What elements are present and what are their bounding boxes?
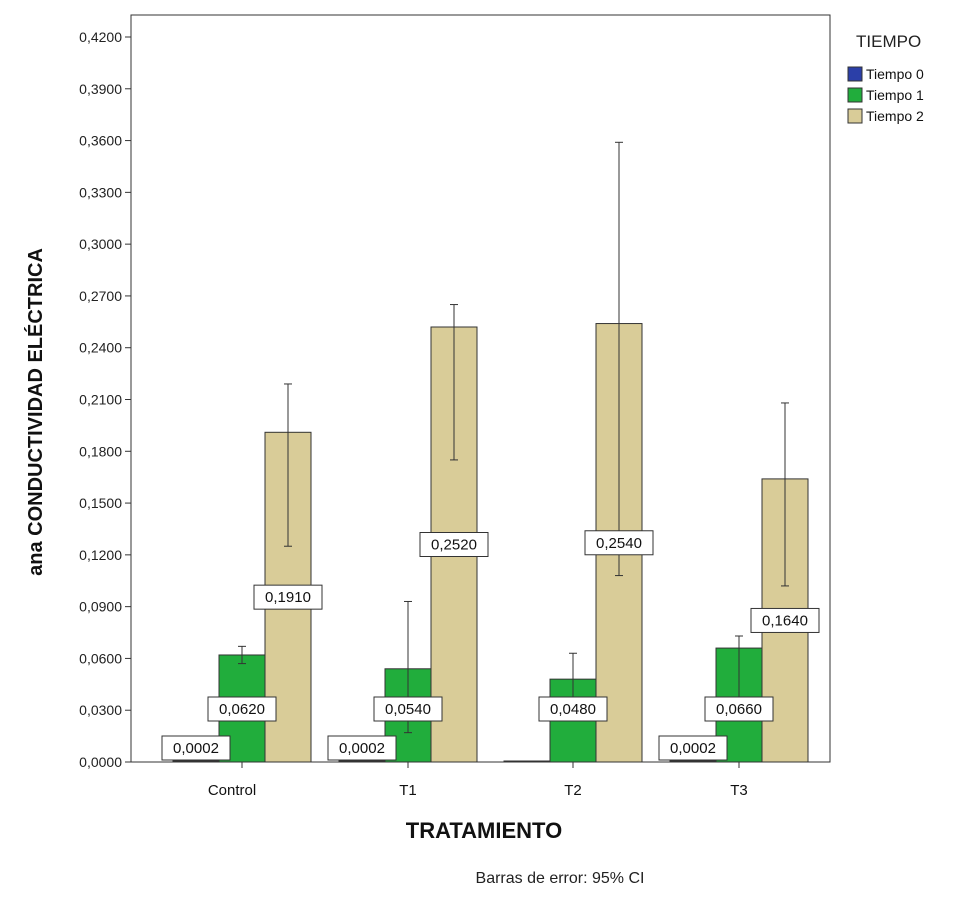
- legend-label: Tiempo 2: [866, 108, 924, 124]
- data-label: 0,0002: [339, 740, 385, 757]
- x-axis-title: TRATAMIENTO: [406, 818, 562, 843]
- legend-label: Tiempo 1: [866, 87, 924, 103]
- legend-label: Tiempo 0: [866, 66, 924, 82]
- data-label: 0,2520: [431, 537, 477, 554]
- y-tick-label: 0,3900: [79, 81, 122, 97]
- data-label-box: [538, 696, 608, 722]
- chart-data-labels: 0,0002 0,0002 0,0002 0,0620 0,0540 0,0480 0,06…: [161, 530, 820, 761]
- bar: [669, 760, 717, 763]
- data-label: 0,1640: [762, 612, 808, 629]
- x-category-label: T3: [730, 782, 748, 799]
- legend-swatch: [847, 66, 863, 82]
- error-bar-footnote: Barras de error: 95% CI: [476, 870, 645, 887]
- data-label: 0,0002: [173, 740, 219, 757]
- data-label-box: [161, 735, 231, 761]
- plot-frame: [130, 14, 831, 763]
- bar: [503, 760, 551, 763]
- data-label-box: [327, 735, 397, 761]
- data-label: 0,0540: [385, 701, 431, 718]
- data-label-box: [750, 607, 820, 633]
- data-label: 0,0660: [716, 701, 762, 718]
- y-tick-label: 0,2400: [79, 340, 122, 356]
- y-tick-label: 0,0000: [79, 754, 122, 770]
- chart-axes: [130, 14, 831, 763]
- x-category-label: T1: [399, 782, 417, 799]
- data-label-box: [419, 532, 489, 557]
- data-label: 0,0620: [219, 701, 265, 718]
- data-label: 0,0002: [670, 740, 716, 757]
- legend-title: TIEMPO: [856, 32, 921, 51]
- legend-swatch: [847, 87, 863, 103]
- x-category-label: T2: [564, 782, 582, 799]
- y-tick-label: 0,0600: [79, 650, 122, 666]
- y-tick-label: 0,3600: [79, 133, 122, 149]
- data-label-box: [704, 696, 774, 722]
- x-category-label: Control: [208, 782, 256, 799]
- y-tick-label: 0,4200: [79, 29, 122, 45]
- chart-bars: [172, 323, 809, 763]
- data-label-box: [207, 696, 277, 722]
- data-label: 0,1910: [265, 589, 311, 606]
- y-tick-label: 0,0300: [79, 702, 122, 718]
- data-label-box: [658, 735, 728, 761]
- y-tick-label: 0,2100: [79, 392, 122, 408]
- bar: [338, 760, 386, 763]
- data-label-box: [584, 530, 654, 556]
- bar: [172, 760, 220, 763]
- y-tick-label: 0,3300: [79, 184, 122, 200]
- chart-error-bars: [238, 141, 789, 734]
- data-label: 0,2540: [596, 535, 642, 552]
- y-tick-label: 0,3000: [79, 236, 122, 252]
- y-tick-label: 0,1200: [79, 547, 122, 563]
- legend-swatch: [847, 108, 863, 124]
- data-label-box: [373, 696, 443, 722]
- y-tick-label: 0,0900: [79, 599, 122, 615]
- y-axis-ticks: 0,0000 0,0300 0,0600 0,0900 0,1200 0,1500 0,18…: [79, 29, 131, 770]
- chart-legend: TIEMPO Tiempo 0 Tiempo 1 Tiempo 2: [847, 32, 924, 124]
- y-tick-label: 0,1500: [79, 495, 122, 511]
- y-tick-label: 0,1800: [79, 443, 122, 459]
- y-axis-title: ana CONDUCTIVIDAD ELÉCTRICA: [24, 248, 47, 576]
- y-tick-label: 0,2700: [79, 288, 122, 304]
- data-label: 0,0480: [550, 701, 596, 718]
- data-label-box: [253, 584, 323, 610]
- x-axis-categories: Control T1 T2 T3: [208, 762, 748, 799]
